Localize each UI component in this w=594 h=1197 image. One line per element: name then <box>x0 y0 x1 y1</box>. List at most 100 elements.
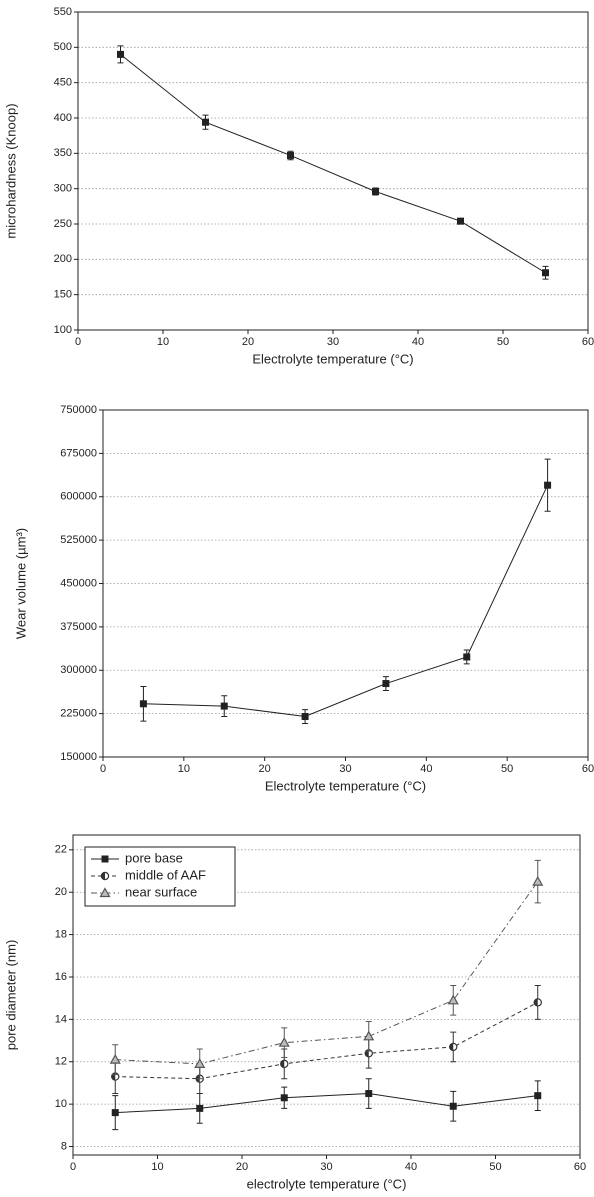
x-tick-label: 40 <box>412 336 424 348</box>
y-tick-label: 150 <box>54 289 72 301</box>
x-tick-label: 0 <box>75 336 81 348</box>
y-tick-label: 200 <box>54 253 72 265</box>
y-axis-label: Wear volume (µm³) <box>13 528 28 639</box>
x-tick-label: 20 <box>242 336 254 348</box>
x-tick-label: 50 <box>497 336 509 348</box>
marker <box>382 680 390 688</box>
marker <box>533 998 542 1007</box>
marker <box>372 187 379 195</box>
x-tick-label: 30 <box>339 763 351 775</box>
plot-frame <box>72 834 581 1156</box>
x-tick-label: 20 <box>259 763 271 775</box>
y-tick-label: 300 <box>54 183 72 195</box>
marker <box>280 1094 288 1102</box>
marker <box>194 1058 206 1068</box>
legend-marker <box>100 871 110 881</box>
legend-label: near surface <box>125 884 197 899</box>
plot-frame <box>102 409 589 758</box>
y-axis-label: microhardness (Knoop) <box>3 103 18 238</box>
y-tick-label: 525000 <box>60 534 97 546</box>
marker <box>449 1042 458 1052</box>
legend-label: pore base <box>125 850 183 865</box>
marker-half <box>534 998 538 1007</box>
plot-frame <box>77 11 589 331</box>
y-tick-label: 10 <box>55 1098 67 1110</box>
y-tick-label: 16 <box>55 971 67 983</box>
marker-half <box>101 872 105 880</box>
marker <box>365 1090 373 1098</box>
y-tick-label: 450 <box>54 77 72 89</box>
marker <box>278 1036 290 1047</box>
legend-label: middle of AAF <box>125 867 206 882</box>
y-tick-label: 450000 <box>60 577 97 589</box>
y-tick-label: 8 <box>61 1140 67 1152</box>
x-tick-label: 40 <box>405 1161 417 1173</box>
marker <box>117 50 124 58</box>
x-tick-label: 40 <box>420 763 432 775</box>
marker <box>542 269 549 277</box>
y-tick-label: 18 <box>55 929 67 941</box>
x-tick-label: 20 <box>236 1161 248 1173</box>
legend-marker <box>101 855 109 863</box>
marker <box>457 217 464 225</box>
marker <box>447 994 459 1005</box>
y-tick-label: 100 <box>54 324 72 336</box>
marker <box>287 151 294 159</box>
marker <box>280 1059 289 1069</box>
marker <box>463 653 471 661</box>
marker <box>139 700 147 708</box>
y-tick-label: 14 <box>55 1013 67 1025</box>
x-tick-label: 10 <box>151 1161 163 1173</box>
marker <box>111 1109 119 1117</box>
x-tick-label: 50 <box>501 763 513 775</box>
x-tick-label: 10 <box>178 763 190 775</box>
y-tick-label: 250 <box>54 218 72 230</box>
x-axis-label: Electrolyte temperature (°C) <box>252 351 413 366</box>
x-axis-label: electrolyte temperature (°C) <box>247 1176 407 1191</box>
marker <box>544 481 552 489</box>
series-line <box>120 54 546 274</box>
x-tick-label: 60 <box>582 336 594 348</box>
y-axis-label: pore diameter (nm) <box>3 940 18 1051</box>
y-tick-label: 400 <box>54 112 72 124</box>
y-tick-label: 500 <box>54 41 72 53</box>
y-tick-label: 22 <box>55 844 67 856</box>
series-line <box>115 881 539 1065</box>
marker <box>534 1092 542 1100</box>
y-tick-label: 375000 <box>60 621 97 633</box>
x-tick-label: 50 <box>489 1161 501 1173</box>
y-tick-label: 20 <box>55 886 67 898</box>
marker <box>449 1102 457 1110</box>
x-tick-label: 60 <box>574 1161 586 1173</box>
legend-marker <box>99 887 111 898</box>
x-tick-label: 30 <box>320 1161 332 1173</box>
marker <box>220 702 228 710</box>
y-tick-label: 600000 <box>60 491 97 503</box>
marker <box>363 1030 375 1041</box>
marker-half <box>280 1060 285 1068</box>
y-tick-label: 675000 <box>60 447 97 459</box>
x-tick-label: 10 <box>157 336 169 348</box>
marker <box>202 118 209 126</box>
series-line <box>115 1001 538 1080</box>
x-tick-label: 60 <box>582 763 594 775</box>
x-axis-label: Electrolyte temperature (°C) <box>265 778 426 793</box>
marker <box>532 875 544 886</box>
marker <box>196 1104 204 1112</box>
series-line <box>115 1093 538 1114</box>
marker-half <box>449 1043 454 1051</box>
y-tick-label: 550 <box>54 6 72 18</box>
x-tick-label: 0 <box>70 1161 76 1173</box>
x-tick-label: 30 <box>327 336 339 348</box>
y-tick-label: 300000 <box>60 664 97 676</box>
y-tick-label: 225000 <box>60 708 97 720</box>
x-tick-label: 0 <box>100 763 106 775</box>
marker <box>301 713 309 721</box>
y-tick-label: 150000 <box>60 751 97 763</box>
y-tick-label: 750000 <box>60 404 97 416</box>
y-tick-label: 350 <box>54 147 72 159</box>
series-line <box>143 484 549 718</box>
marker <box>109 1053 121 1064</box>
y-tick-label: 12 <box>55 1056 67 1068</box>
